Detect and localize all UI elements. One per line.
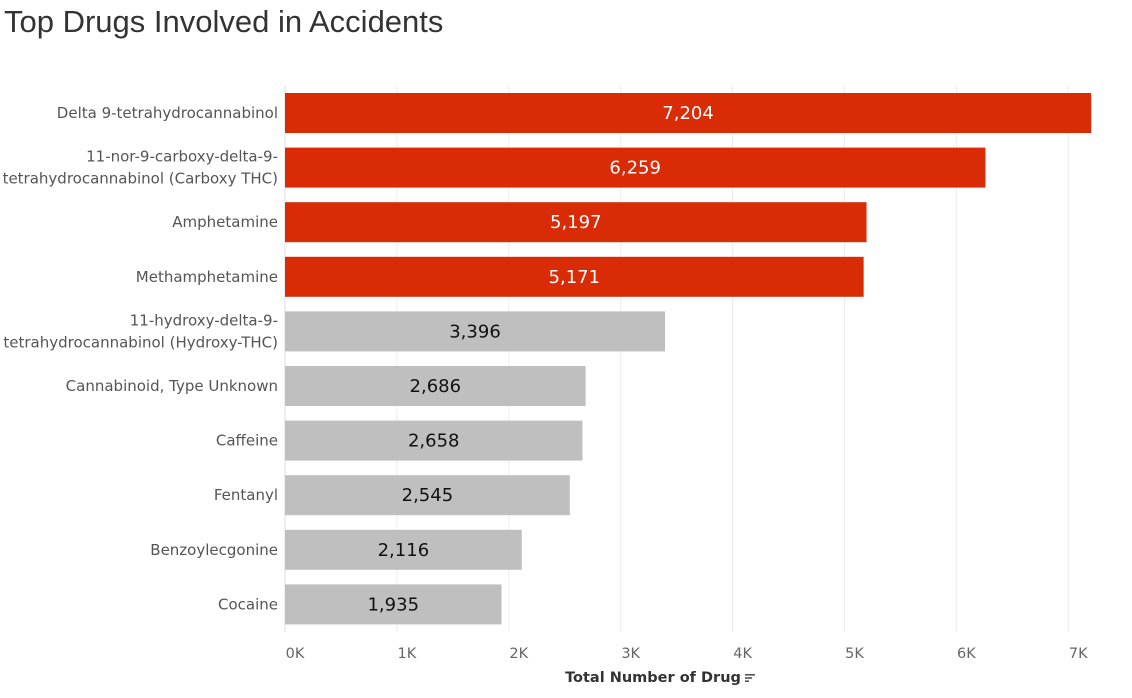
bar[interactable] bbox=[285, 256, 864, 297]
category-label-layer: Delta 9-tetrahydrocannabinol 11-nor-9-car… bbox=[3, 104, 278, 613]
bar-value-label: 2,686 bbox=[410, 376, 462, 397]
bar[interactable] bbox=[285, 529, 522, 570]
bar[interactable] bbox=[285, 584, 502, 625]
sort-descending-icon[interactable] bbox=[744, 673, 755, 683]
bar-value-label: 5,171 bbox=[549, 267, 601, 288]
chart-title: Top Drugs Involved in Accidents bbox=[4, 4, 444, 39]
category-label: Amphetamine bbox=[172, 213, 278, 231]
category-label: tetrahydrocannabinol (Hydroxy-THC) bbox=[3, 333, 278, 351]
x-tick-label: 6K bbox=[957, 646, 976, 662]
x-tick-label: 4K bbox=[733, 646, 752, 662]
category-label: Fentanyl bbox=[214, 486, 278, 504]
category-label: Delta 9-tetrahydrocannabinol bbox=[57, 104, 278, 122]
category-label: Benzoylecgonine bbox=[150, 541, 278, 559]
bar[interactable] bbox=[285, 202, 867, 243]
bar[interactable] bbox=[285, 93, 1092, 133]
bar-value-label: 2,116 bbox=[378, 540, 430, 561]
category-label: Cocaine bbox=[218, 595, 278, 613]
bar[interactable] bbox=[285, 311, 666, 352]
x-tick-label: 3K bbox=[621, 646, 640, 662]
bar-value-label: 2,545 bbox=[402, 485, 454, 506]
bar[interactable] bbox=[285, 420, 583, 461]
x-tick-label: 1K bbox=[398, 646, 417, 662]
bar-value-label: 6,259 bbox=[609, 158, 661, 179]
bar-value-label: 3,396 bbox=[449, 321, 501, 342]
bar-value-label: 2,658 bbox=[408, 431, 460, 452]
x-axis-title[interactable]: Total Number of Drug bbox=[560, 670, 760, 686]
x-tick-label: 2K bbox=[509, 646, 528, 662]
bar-value-label: 5,197 bbox=[550, 212, 602, 233]
x-tick-label: 7K bbox=[1069, 646, 1088, 662]
category-label: tetrahydrocannabinol (Carboxy THC) bbox=[3, 170, 278, 188]
bar-value-label: 1,935 bbox=[367, 594, 419, 615]
category-label: 11-nor-9-carboxy-delta-9- bbox=[86, 148, 278, 166]
x-tick-label: 0K bbox=[286, 646, 305, 662]
bar[interactable] bbox=[285, 147, 986, 188]
x-tick-label: 5K bbox=[845, 646, 864, 662]
category-label: Caffeine bbox=[216, 432, 278, 450]
category-label: Cannabinoid, Type Unknown bbox=[66, 377, 278, 395]
bar[interactable] bbox=[285, 475, 570, 516]
x-axis-ticks: 0K 1K 2K 3K 4K 5K 6K 7K bbox=[286, 646, 1089, 662]
x-axis-title-text: Total Number of Drug bbox=[565, 670, 741, 686]
bar-layer: 7,204 6,259 5,197 5,171 3,396 2,686 2,658 2,545… bbox=[285, 93, 1092, 625]
bar[interactable] bbox=[285, 366, 586, 406]
category-label: 11-hydroxy-delta-9- bbox=[130, 311, 278, 329]
bar-value-label: 7,204 bbox=[662, 103, 714, 124]
category-label: Methamphetamine bbox=[136, 268, 278, 286]
